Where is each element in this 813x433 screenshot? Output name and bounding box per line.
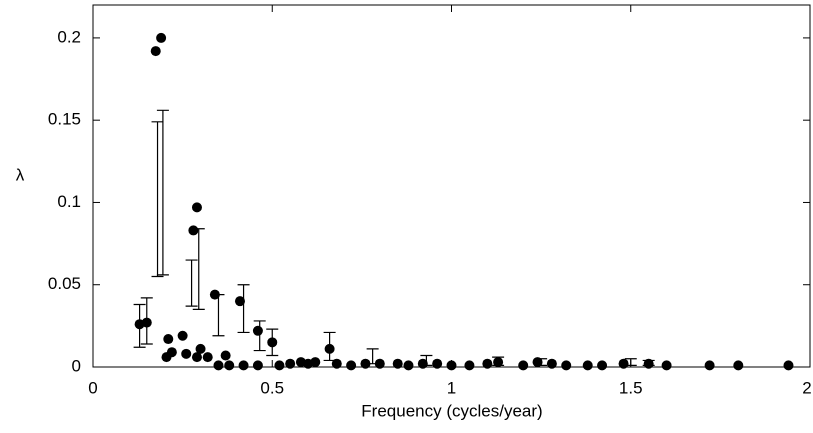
- point: [561, 360, 572, 371]
- point: [643, 358, 654, 369]
- y-tick-label: 0: [72, 356, 81, 375]
- point: [285, 358, 296, 369]
- x-tick-label: 2: [802, 378, 811, 397]
- plot-frame: [92, 4, 811, 368]
- point: [202, 352, 213, 363]
- point: [582, 360, 593, 371]
- point: [238, 360, 249, 371]
- point: [195, 343, 206, 354]
- point: [597, 360, 608, 371]
- point: [464, 360, 475, 371]
- point: [209, 289, 220, 300]
- point: [661, 360, 672, 371]
- point: [532, 357, 543, 368]
- interval-bar: [151, 121, 164, 278]
- point: [482, 358, 493, 369]
- point: [267, 337, 278, 348]
- y-tick-label: 0.15: [48, 110, 81, 129]
- point: [191, 202, 202, 213]
- point: [163, 334, 174, 345]
- x-tick-label: 0: [88, 378, 97, 397]
- x-tick-label: 1: [447, 378, 456, 397]
- interval-bar: [185, 259, 198, 307]
- point: [191, 352, 202, 363]
- point: [360, 358, 371, 369]
- point: [274, 360, 285, 371]
- y-axis-label: λ: [16, 165, 25, 184]
- interval-bar: [192, 228, 205, 311]
- point: [252, 360, 263, 371]
- point: [403, 360, 414, 371]
- point: [156, 32, 167, 43]
- point: [518, 360, 529, 371]
- point: [783, 360, 794, 371]
- point: [234, 296, 245, 307]
- point: [224, 360, 235, 371]
- interval-bar: [212, 294, 225, 337]
- point: [546, 358, 557, 369]
- point: [324, 343, 335, 354]
- point: [252, 325, 263, 336]
- y-tick-label: 0.05: [48, 274, 81, 293]
- point: [310, 357, 321, 368]
- point: [733, 360, 744, 371]
- x-axis-label: Frequency (cycles/year): [361, 401, 542, 420]
- point: [417, 358, 428, 369]
- point: [493, 357, 504, 368]
- point: [188, 225, 199, 236]
- x-tick-label: 1.5: [619, 378, 643, 397]
- point: [150, 46, 161, 57]
- point: [432, 358, 443, 369]
- point: [177, 330, 188, 341]
- point: [213, 360, 224, 371]
- y-tick-label: 0.1: [57, 192, 81, 211]
- point: [220, 350, 231, 361]
- point: [181, 348, 192, 359]
- point: [166, 347, 177, 358]
- point: [446, 360, 457, 371]
- point: [392, 358, 403, 369]
- point: [618, 358, 629, 369]
- point: [374, 358, 385, 369]
- point: [346, 360, 357, 371]
- interval-bar: [253, 320, 266, 352]
- interval-bar: [156, 109, 169, 276]
- point: [141, 317, 152, 328]
- point: [331, 358, 342, 369]
- interval-bar: [237, 284, 250, 334]
- y-tick-label: 0.2: [57, 27, 81, 46]
- point: [704, 360, 715, 371]
- x-tick-label: 0.5: [260, 378, 284, 397]
